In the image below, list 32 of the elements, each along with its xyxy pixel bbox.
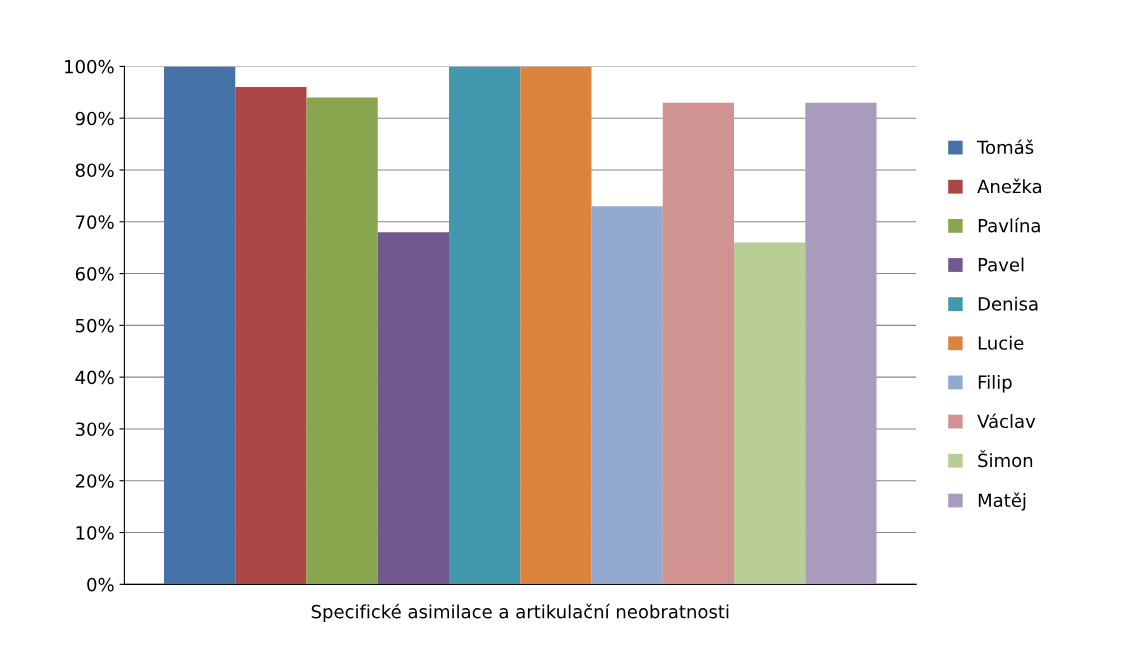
- bar: [591, 206, 663, 585]
- y-tick-label: 80%: [75, 163, 114, 178]
- bar: [734, 242, 806, 585]
- bar: [306, 97, 378, 585]
- y-tick-label: 40%: [75, 370, 114, 385]
- legend-label: Pavlína: [978, 217, 1040, 233]
- legend-label: Lucie: [978, 335, 1024, 350]
- bar: [377, 232, 450, 585]
- legend-label: Denisa: [978, 296, 1038, 311]
- legend-label: Anežka: [977, 178, 1042, 194]
- y-tick-label: 90%: [75, 111, 114, 126]
- y-tick-label: 0%: [87, 577, 114, 592]
- y-tick-label: 20%: [75, 474, 114, 488]
- bar: [520, 66, 592, 585]
- y-tick-label: 60%: [75, 267, 114, 281]
- legend-label: Matěj: [978, 492, 1026, 511]
- bar: [805, 102, 877, 585]
- y-tick-label: 70%: [76, 215, 114, 229]
- legend-label: Pavel: [978, 257, 1024, 272]
- bar: [163, 66, 236, 585]
- bar: [449, 66, 521, 585]
- y-tick-label: 100%: [65, 59, 114, 74]
- bar: [235, 87, 307, 585]
- legend-label: Šimon: [978, 450, 1033, 468]
- legend-label: Filip: [978, 374, 1012, 393]
- legend-label: Václav: [977, 413, 1036, 429]
- y-tick-label: 50%: [75, 318, 114, 333]
- y-tick-label: 30%: [75, 422, 114, 437]
- legend-label: Tomáš: [977, 139, 1034, 155]
- x-tick-label: Specifické asimilace a artikulační neobratnosti: [311, 603, 729, 622]
- bar: [662, 102, 735, 585]
- y-tick-label: 10%: [76, 525, 114, 540]
